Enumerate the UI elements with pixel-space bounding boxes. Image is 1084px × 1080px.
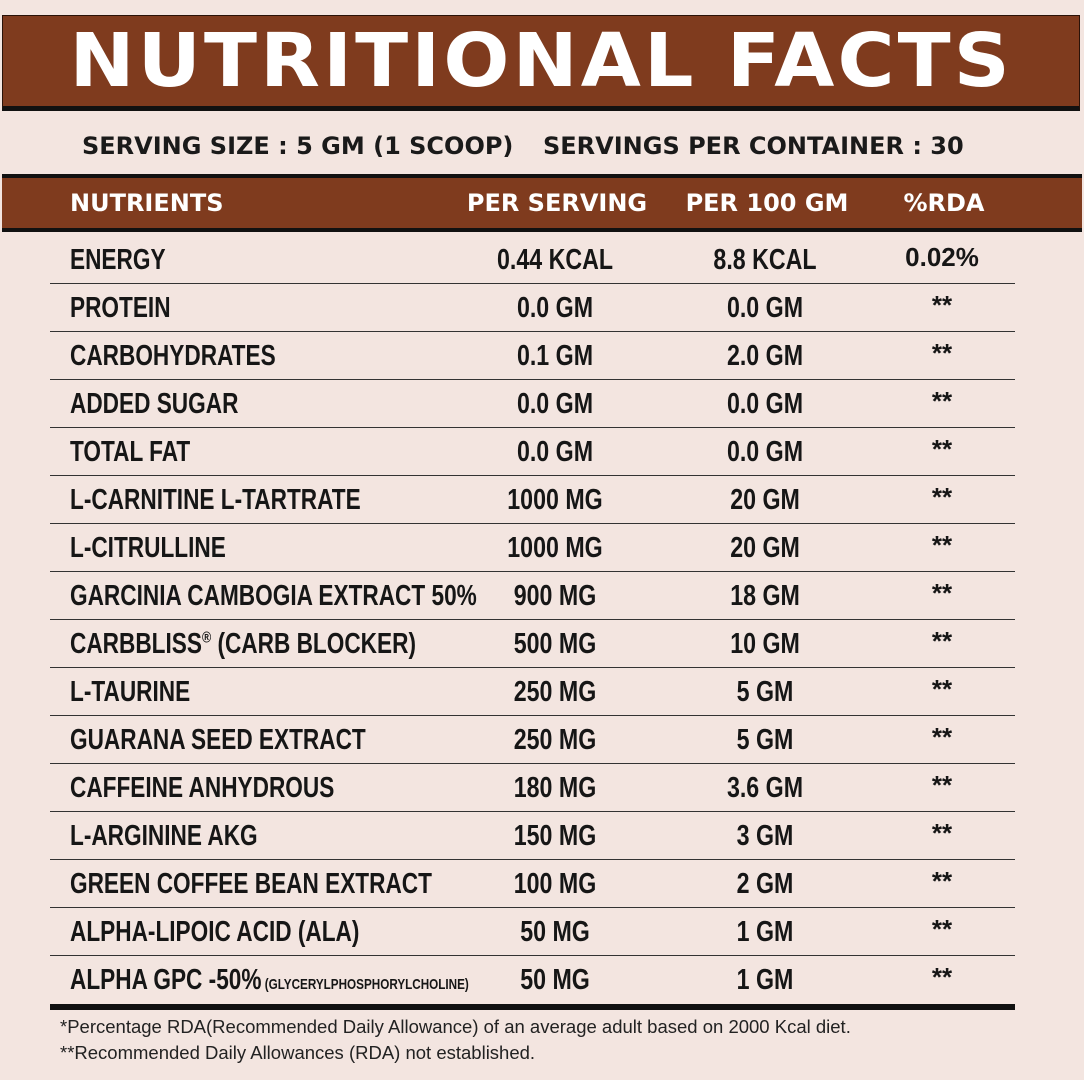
- per-serving-value: 1000 MG: [507, 532, 603, 564]
- table-row: ALPHA GPC -50% (GLYCERYLPHOSPHORYLCHOLIN…: [50, 956, 1015, 1010]
- footnote-2: **Recommended Daily Allowances (RDA) not…: [60, 1042, 536, 1063]
- per-100-value: 8.8 KCAL: [713, 244, 817, 276]
- column-header-rda: %RDA: [903, 189, 985, 217]
- per-100-value: 18 GM: [730, 580, 800, 612]
- table-row: CARBBLISS® (CARB BLOCKER) 500 MG 10 GM **: [50, 620, 1015, 668]
- nutrient-name: PROTEIN: [70, 292, 171, 324]
- nutrient-name: GUARANA SEED EXTRACT: [70, 724, 366, 756]
- per-100-value: 10 GM: [730, 628, 800, 660]
- per-serving-value: 0.0 GM: [516, 292, 594, 324]
- serving-info: SERVING SIZE : 5 GM (1 SCOOP) SERVINGS P…: [0, 128, 1084, 168]
- per-100-value: 0.0 GM: [726, 292, 804, 324]
- per-serving-value: 250 MG: [513, 676, 597, 708]
- table-row: L-CITRULLINE 1000 MG 20 GM **: [50, 524, 1015, 572]
- nutrient-name: CARBBLISS® (CARB BLOCKER): [70, 628, 416, 660]
- serving-size: SERVING SIZE : 5 GM (1 SCOOP): [82, 132, 514, 160]
- nutrient-name: ALPHA GPC -50% (GLYCERYLPHOSPHORYLCHOLIN…: [70, 964, 469, 996]
- page-title: NUTRITIONAL FACTS: [69, 18, 1013, 104]
- rda-value: 0.02%: [905, 242, 979, 272]
- per-100-value: 0.0 GM: [726, 388, 804, 420]
- nutrient-name: GREEN COFFEE BEAN EXTRACT: [70, 868, 432, 900]
- per-serving-value: 150 MG: [513, 820, 597, 852]
- nutrient-name: L-CARNITINE L-TARTRATE: [70, 484, 361, 516]
- per-serving-value: 0.1 GM: [516, 340, 594, 372]
- nutrient-name: TOTAL FAT: [70, 436, 191, 468]
- per-100-value: 20 GM: [730, 532, 800, 564]
- rda-value: **: [931, 338, 953, 368]
- rda-value: **: [931, 722, 953, 752]
- title-bar: NUTRITIONAL FACTS: [2, 15, 1080, 111]
- rda-value: **: [931, 386, 953, 416]
- rda-value: **: [931, 482, 953, 512]
- nutrient-table: ENERGY 0.44 KCAL 8.8 KCAL 0.02% PROTEIN 0.0 G…: [50, 236, 1015, 1010]
- table-row: GREEN COFFEE BEAN EXTRACT 100 MG 2 GM **: [50, 860, 1015, 908]
- nutrient-name: L-CITRULLINE: [70, 532, 226, 564]
- table-row: L-TAURINE 250 MG 5 GM **: [50, 668, 1015, 716]
- column-header-nutrients: NUTRIENTS: [70, 189, 224, 217]
- nutrient-name: L-ARGININE AKG: [70, 820, 258, 852]
- table-row: CARBOHYDRATES 0.1 GM 2.0 GM **: [50, 332, 1015, 380]
- per-100-value: 3.6 GM: [726, 772, 804, 804]
- rda-value: **: [931, 818, 953, 848]
- table-header: NUTRIENTS PER SERVING PER 100 GM %RDA: [2, 174, 1082, 232]
- nutrient-name: GARCINIA CAMBOGIA EXTRACT 50%: [70, 580, 477, 612]
- per-100-value: 20 GM: [730, 484, 800, 516]
- rda-value: **: [931, 866, 953, 896]
- table-row: GARCINIA CAMBOGIA EXTRACT 50% 900 MG 18 GM…: [50, 572, 1015, 620]
- table-row: CAFFEINE ANHYDROUS 180 MG 3.6 GM **: [50, 764, 1015, 812]
- table-row: ADDED SUGAR 0.0 GM 0.0 GM **: [50, 380, 1015, 428]
- table-row: L-ARGININE AKG 150 MG 3 GM **: [50, 812, 1015, 860]
- table-row: ENERGY 0.44 KCAL 8.8 KCAL 0.02%: [50, 236, 1015, 284]
- table-row: GUARANA SEED EXTRACT 250 MG 5 GM **: [50, 716, 1015, 764]
- rda-value: **: [931, 578, 953, 608]
- nutrient-name: ADDED SUGAR: [70, 388, 239, 420]
- nutrient-name: CAFFEINE ANHYDROUS: [70, 772, 335, 804]
- per-serving-value: 0.44 KCAL: [496, 244, 614, 276]
- per-serving-value: 500 MG: [513, 628, 597, 660]
- column-header-per-100: PER 100 GM: [685, 189, 849, 217]
- per-serving-value: 100 MG: [513, 868, 597, 900]
- nutrient-name: CARBOHYDRATES: [70, 340, 276, 372]
- per-100-value: 5 GM: [736, 724, 794, 756]
- per-100-value: 1 GM: [736, 964, 794, 996]
- nutrient-name: L-TAURINE: [70, 676, 191, 708]
- per-serving-value: 180 MG: [513, 772, 597, 804]
- rda-value: **: [931, 434, 953, 464]
- per-serving-value: 50 MG: [520, 916, 590, 948]
- rda-value: **: [931, 674, 953, 704]
- table-row: PROTEIN 0.0 GM 0.0 GM **: [50, 284, 1015, 332]
- rda-value: **: [931, 914, 953, 944]
- nutrient-name: ENERGY: [70, 244, 166, 276]
- rda-value: **: [931, 290, 953, 320]
- per-serving-value: 0.0 GM: [516, 436, 594, 468]
- per-serving-value: 900 MG: [513, 580, 597, 612]
- per-100-value: 0.0 GM: [726, 436, 804, 468]
- per-100-value: 1 GM: [736, 916, 794, 948]
- table-row: L-CARNITINE L-TARTRATE 1000 MG 20 GM **: [50, 476, 1015, 524]
- per-serving-value: 0.0 GM: [516, 388, 594, 420]
- per-100-value: 2.0 GM: [726, 340, 804, 372]
- rda-value: **: [931, 770, 953, 800]
- per-serving-value: 250 MG: [513, 724, 597, 756]
- table-row: TOTAL FAT 0.0 GM 0.0 GM **: [50, 428, 1015, 476]
- per-100-value: 2 GM: [736, 868, 794, 900]
- rda-value: **: [931, 962, 953, 992]
- servings-per-container: SERVINGS PER CONTAINER : 30: [543, 132, 964, 160]
- per-serving-value: 1000 MG: [507, 484, 603, 516]
- footnote-1: *Percentage RDA(Recommended Daily Allowa…: [60, 1016, 851, 1037]
- per-100-value: 5 GM: [736, 676, 794, 708]
- rda-value: **: [931, 626, 953, 656]
- per-100-value: 3 GM: [736, 820, 794, 852]
- column-header-per-serving: PER SERVING: [466, 189, 648, 217]
- per-serving-value: 50 MG: [520, 964, 590, 996]
- nutrient-name: ALPHA-LIPOIC ACID (ALA): [70, 916, 360, 948]
- table-row: ALPHA-LIPOIC ACID (ALA) 50 MG 1 GM **: [50, 908, 1015, 956]
- rda-value: **: [931, 530, 953, 560]
